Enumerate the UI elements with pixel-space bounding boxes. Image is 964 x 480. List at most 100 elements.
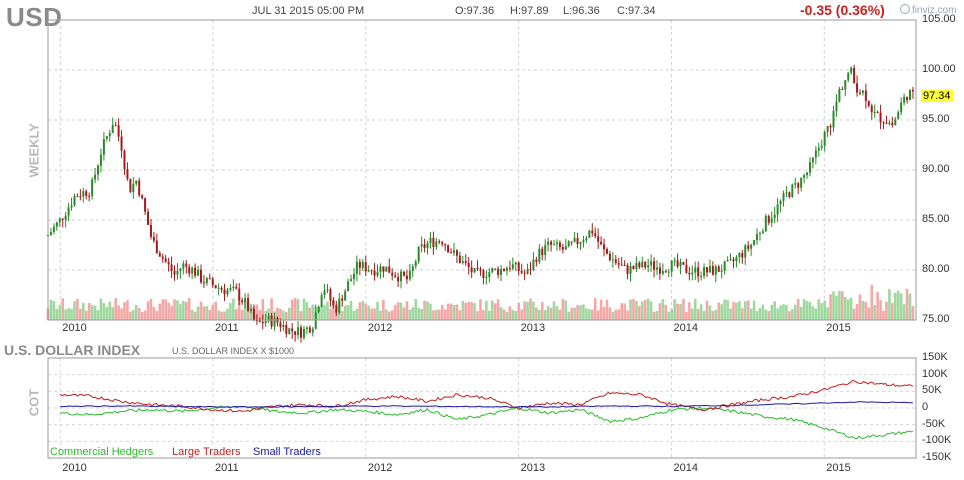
volume-bar (355, 308, 359, 320)
candle-body (179, 268, 182, 272)
volume-bar (485, 300, 488, 320)
candle-body (270, 315, 273, 327)
volume-bar (464, 302, 468, 320)
candle-body (332, 300, 335, 305)
candle-body (629, 265, 632, 274)
candle-body (682, 262, 685, 265)
candle-body (155, 240, 158, 254)
candle-body (814, 150, 817, 158)
volume-bar (576, 305, 579, 320)
candle-body (797, 183, 800, 188)
volume-bar (720, 304, 724, 320)
candle-body (211, 278, 214, 286)
candle-body (655, 267, 658, 270)
candle-body (320, 295, 323, 307)
volume-bar (593, 298, 597, 320)
candle-body (588, 230, 591, 238)
volume-bar (470, 302, 473, 320)
candle-body (747, 245, 750, 249)
volume-bar (258, 310, 262, 320)
candle-body (573, 237, 576, 242)
volume-bar (487, 310, 491, 320)
volume-bar (340, 311, 344, 320)
cot-subtitle: U.S. DOLLAR INDEX X $1000 (172, 346, 295, 356)
price-y-tick: 100.00 (922, 63, 956, 75)
candle-body (717, 266, 720, 272)
volume-bar (376, 301, 379, 320)
quote-high: H:97.89 (510, 5, 549, 17)
volume-bar (117, 305, 120, 320)
candle-body (329, 289, 332, 301)
candle-body (788, 192, 791, 198)
candle-body (847, 72, 850, 81)
volume-bar (899, 293, 903, 320)
volume-bar (670, 309, 674, 320)
candle-body (467, 262, 470, 268)
candle-body (800, 177, 803, 188)
volume-bar (196, 306, 200, 320)
candle-body (553, 244, 556, 246)
volume-bar (602, 307, 606, 320)
candle-body (673, 260, 676, 262)
cot-x-tick: 2015 (826, 462, 851, 474)
volume-bar (817, 299, 821, 320)
candle-body (494, 268, 497, 270)
volume-bar (402, 307, 406, 320)
volume-bar (588, 309, 591, 320)
volume-bar (793, 304, 797, 320)
candle-body (544, 245, 547, 256)
cot-gridlines (48, 357, 916, 459)
candle-body (603, 244, 606, 250)
candle-body (776, 204, 779, 215)
candle-body (785, 192, 788, 194)
volume-bar (905, 288, 909, 320)
candle-body (441, 242, 444, 245)
candle-body (729, 259, 732, 261)
volume-bar (502, 309, 506, 320)
candle-body (850, 67, 853, 73)
candle-body (317, 306, 320, 313)
candle-body (700, 276, 703, 278)
volume-bar (758, 308, 762, 320)
legend-small-traders: Small Traders (253, 446, 321, 458)
candle-body (217, 287, 220, 289)
candle-body (423, 244, 426, 248)
volume-bar (535, 307, 538, 320)
volume-bar (714, 309, 718, 320)
candle-body (741, 253, 744, 258)
candle-body (597, 236, 600, 242)
candle-body (641, 261, 644, 268)
volume-bar (540, 302, 544, 320)
brand-logo[interactable]: finviz.com (900, 4, 956, 16)
candle-body (73, 196, 76, 206)
volume-bar (858, 294, 862, 320)
candle-body (373, 270, 376, 276)
volume-bar (223, 311, 226, 320)
candle-body (744, 245, 747, 258)
volume-bar (414, 299, 418, 320)
candle-body (164, 258, 167, 262)
candle-body (520, 270, 523, 273)
candle-body (888, 122, 891, 124)
volume-bar (473, 303, 476, 320)
volume-bar (396, 302, 400, 320)
candle-body (379, 266, 382, 272)
candle-body (94, 174, 97, 180)
candle-body (344, 291, 347, 301)
volume-bar (605, 299, 609, 320)
volume-bar (741, 308, 744, 320)
volume-bar (596, 310, 600, 320)
candle-body (461, 261, 464, 264)
candle-body (291, 328, 294, 332)
volume-bar (379, 310, 382, 320)
candle-body (514, 262, 517, 265)
volume-bar (364, 303, 368, 320)
volume-bar (655, 310, 659, 320)
candle-body (458, 255, 461, 264)
volume-bar (643, 299, 647, 320)
volume-bar (846, 299, 850, 320)
candle-body (297, 327, 300, 335)
candle-body (79, 196, 82, 198)
volume-bar (76, 299, 79, 320)
volume-bar (237, 298, 241, 320)
